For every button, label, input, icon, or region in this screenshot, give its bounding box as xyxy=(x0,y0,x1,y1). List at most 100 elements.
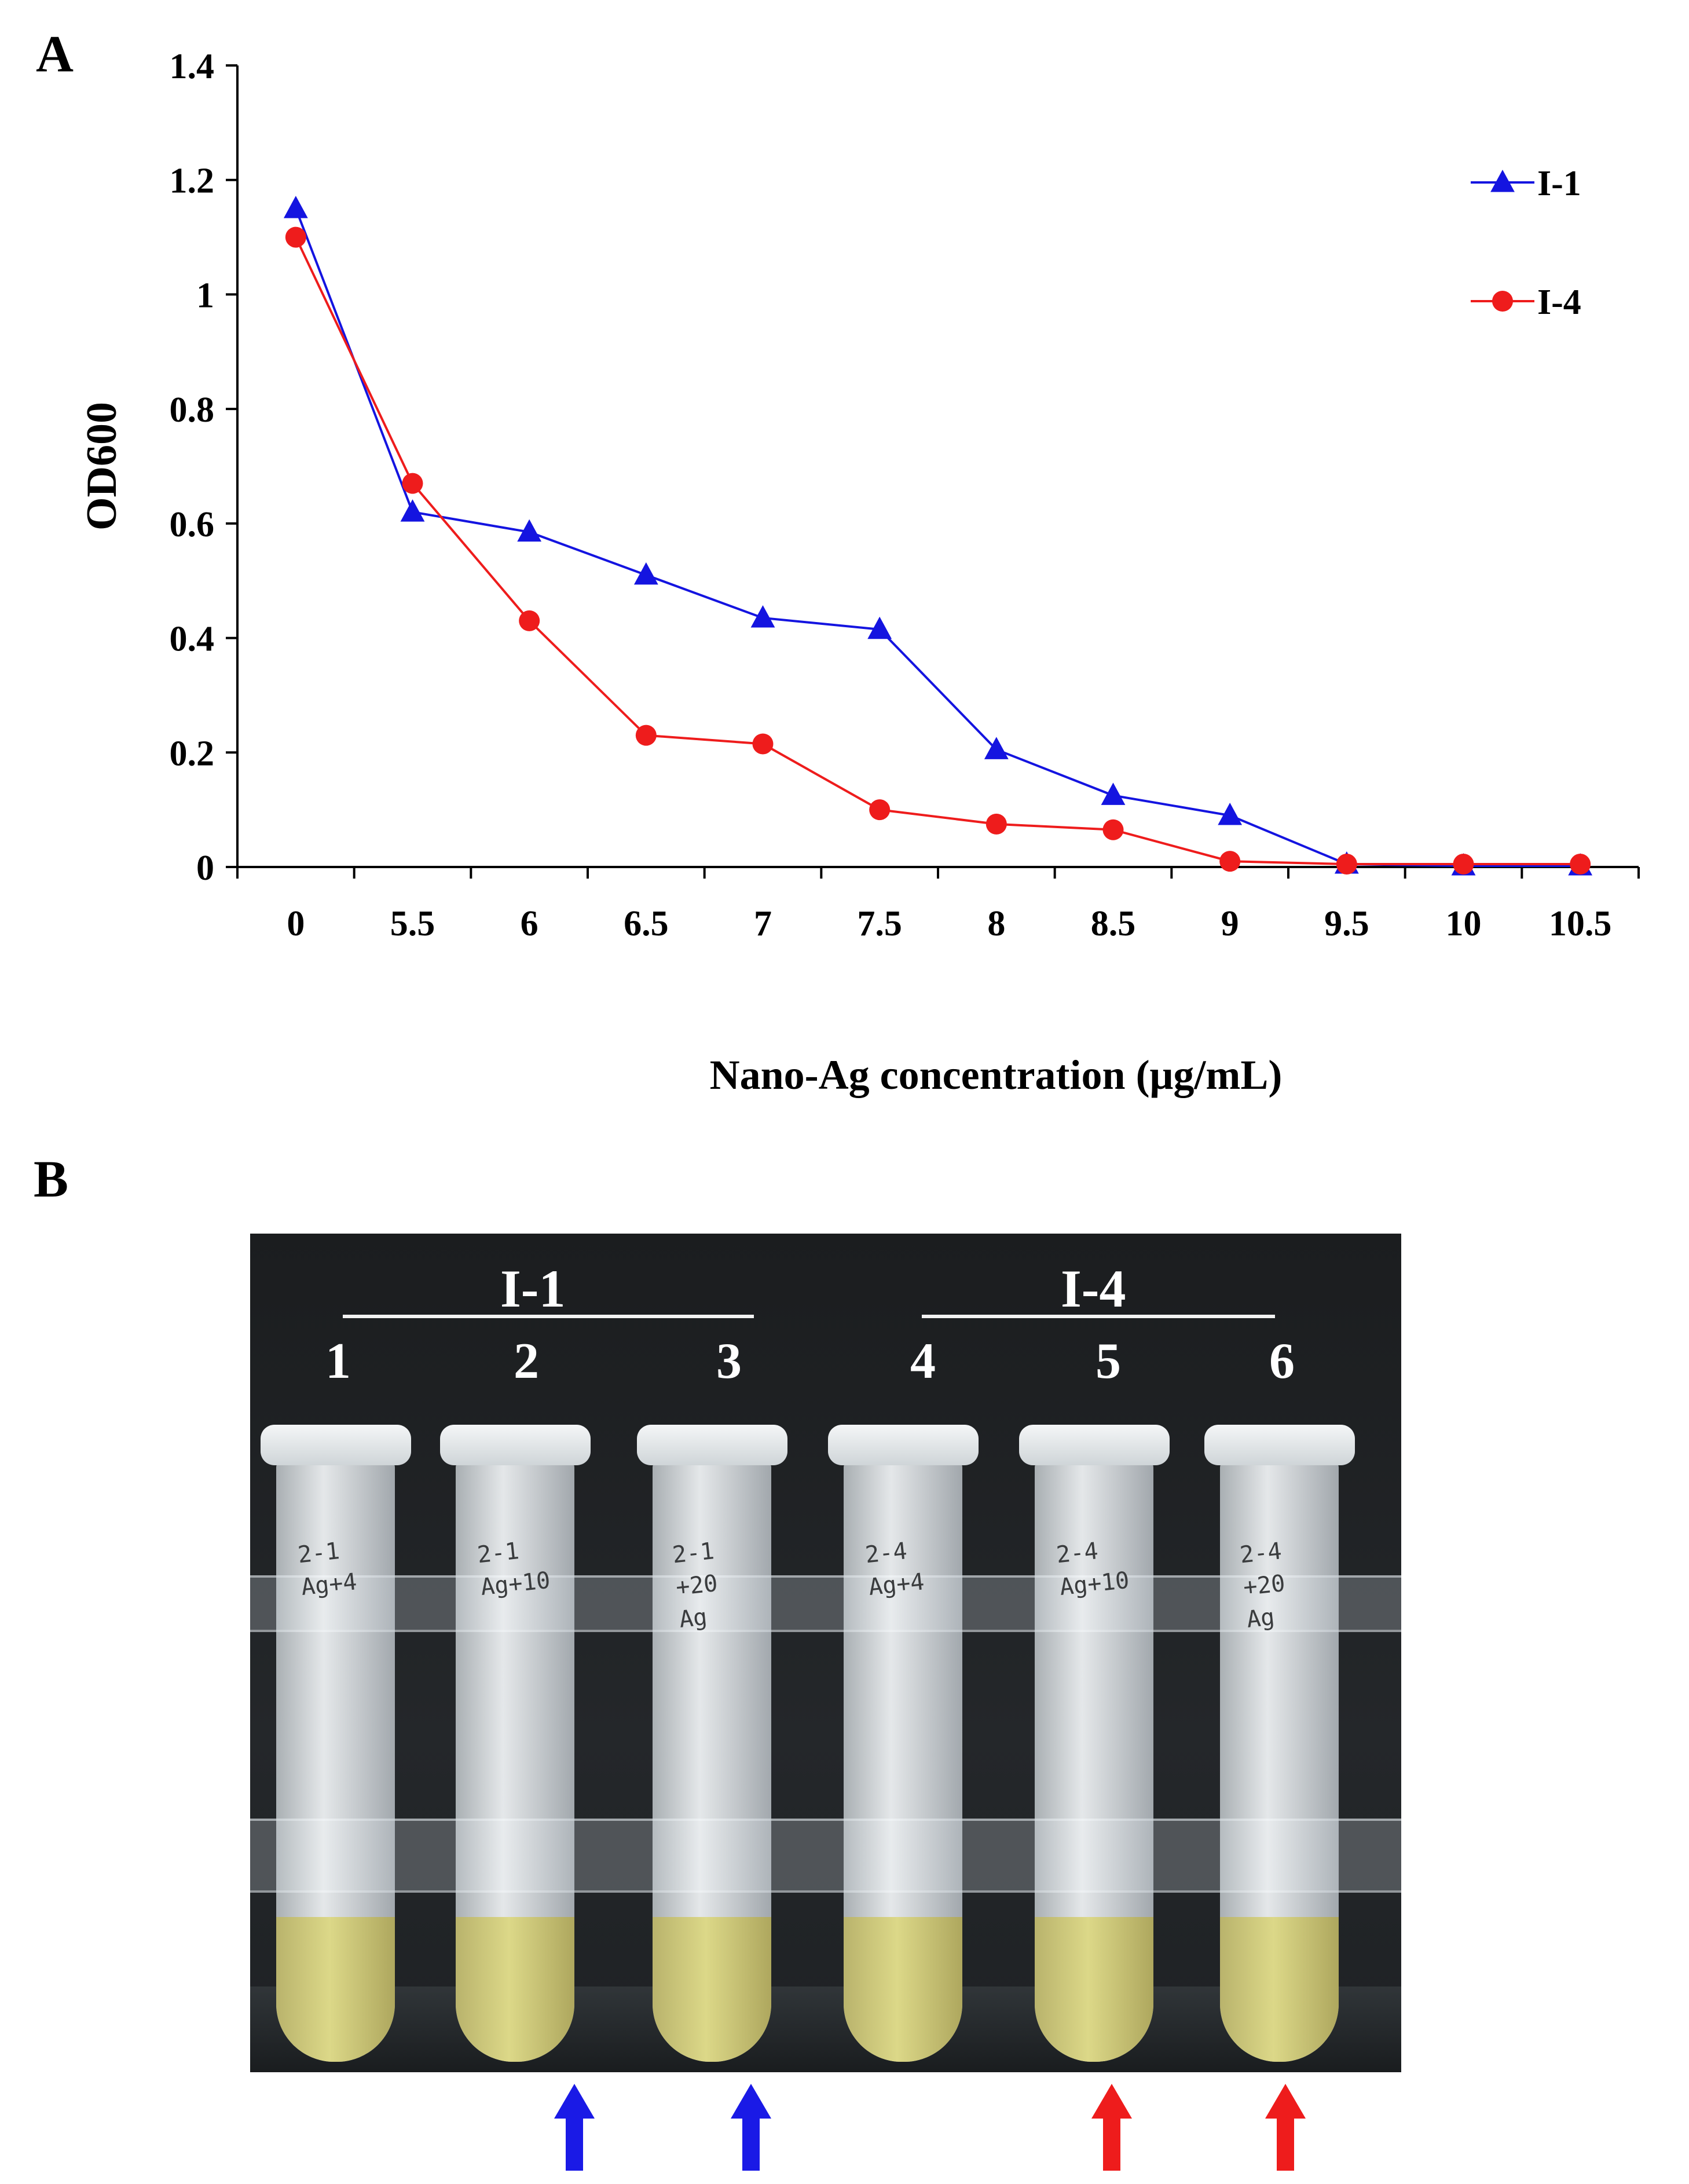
y-tick-label: 0.2 xyxy=(170,734,215,773)
data-point-i-1 xyxy=(1218,803,1243,825)
tube-cap xyxy=(261,1425,411,1465)
data-point-i-4 xyxy=(869,799,891,821)
data-point-i-1 xyxy=(1101,782,1126,805)
tube-1: 2-1 Ag+4 xyxy=(261,1425,411,2068)
legend-label: I-4 xyxy=(1537,283,1581,322)
group-underline-i4 xyxy=(922,1315,1275,1318)
tube-number-5: 5 xyxy=(1096,1333,1121,1389)
data-point-i-4 xyxy=(752,733,774,755)
rack-floor xyxy=(250,1987,1401,2072)
x-tick-label: 7.5 xyxy=(857,904,902,943)
tube-5: 2-4 Ag+10 xyxy=(1019,1425,1170,2068)
tube-number-4: 4 xyxy=(910,1333,936,1389)
chart-axes: 0 0.2 0.4 0.6 0.8 1 1.2 1.4 0 5.5 6 6.5 7 7.5 8 8.5 9 9.5… xyxy=(170,47,1640,943)
arrow-up-icon xyxy=(731,2084,771,2171)
od600-line-chart: 0 0.2 0.4 0.6 0.8 1 1.2 1.4 0 5.5 6 6.5 7 7.5 8 8.5 9 9.5… xyxy=(78,47,1640,1098)
legend-label: I-1 xyxy=(1537,164,1581,203)
y-tick-label: 0.4 xyxy=(170,620,215,659)
group-label-i1: I-1 xyxy=(500,1259,566,1318)
x-tick-label: 5.5 xyxy=(390,904,435,943)
tube-photo: I-1 I-4 1 2 3 4 5 6 2-1 Ag+4 2-1 Ag+10 2… xyxy=(250,1234,1401,2072)
chart-series xyxy=(283,196,1593,876)
tube-6: 2-4 +20 Ag xyxy=(1204,1425,1355,2068)
data-point-i-1 xyxy=(517,519,542,542)
tube-writing: 2-4 Ag+10 xyxy=(1055,1531,1142,1604)
data-point-i-4 xyxy=(985,813,1007,835)
x-tick-label: 0 xyxy=(287,904,305,943)
y-tick-label: 1 xyxy=(196,276,214,315)
tube-number-3: 3 xyxy=(716,1333,742,1389)
tube-cap xyxy=(440,1425,591,1465)
tube-writing: 2-4 +20 Ag xyxy=(1239,1531,1329,1636)
tube-liquid xyxy=(456,1917,574,2062)
panel-label-b: B xyxy=(34,1151,69,1208)
arrow-up-icon xyxy=(1091,2084,1132,2171)
tube-liquid xyxy=(1035,1917,1153,2062)
arrow-up-icon xyxy=(1265,2084,1306,2171)
tube-writing: 2-1 Ag+4 xyxy=(296,1531,384,1604)
tube-cap xyxy=(637,1425,787,1465)
data-point-i-4 xyxy=(1570,854,1591,875)
tube-2: 2-1 Ag+10 xyxy=(440,1425,591,2068)
group-label-i4: I-4 xyxy=(1061,1259,1126,1318)
tube-writing: 2-1 Ag+10 xyxy=(476,1531,563,1604)
y-tick-label: 1.4 xyxy=(170,47,215,86)
tube-writing: 2-4 Ag+4 xyxy=(864,1531,951,1604)
data-point-i-1 xyxy=(633,562,658,585)
data-point-i-4 xyxy=(1102,819,1124,840)
data-point-i-4 xyxy=(1336,854,1357,875)
y-tick-label: 0.8 xyxy=(170,390,215,430)
panel-label-a: A xyxy=(36,25,74,83)
tube-number-2: 2 xyxy=(514,1333,539,1389)
x-tick-label: 8.5 xyxy=(1091,904,1136,943)
data-point-i-1 xyxy=(867,616,892,639)
legend-marker xyxy=(1492,291,1513,312)
data-point-i-1 xyxy=(283,196,308,218)
tube-liquid xyxy=(653,1917,771,2062)
x-tick-label: 10.5 xyxy=(1549,904,1612,943)
y-tick-label: 0 xyxy=(196,848,214,888)
y-tick-label: 1.2 xyxy=(170,162,215,201)
tube-liquid xyxy=(844,1917,962,2062)
group-underline-i1 xyxy=(343,1315,754,1318)
data-point-i-1 xyxy=(400,499,425,522)
data-point-i-4 xyxy=(1219,851,1241,872)
tube-writing: 2-1 +20 Ag xyxy=(671,1531,762,1636)
tube-cap xyxy=(828,1425,979,1465)
arrow-up-icon xyxy=(554,2084,595,2171)
data-point-i-4 xyxy=(285,226,306,248)
x-tick-label: 7 xyxy=(754,904,772,943)
x-tick-label: 9.5 xyxy=(1324,904,1369,943)
tube-cap xyxy=(1204,1425,1355,1465)
tube-cap xyxy=(1019,1425,1170,1465)
data-point-i-4 xyxy=(402,473,423,494)
x-axis-label: Nano-Ag concentration (μg/mL) xyxy=(710,1052,1283,1098)
y-axis-label: OD600 xyxy=(78,402,126,531)
rack-lower-bar xyxy=(250,1819,1401,1893)
arrow-shape xyxy=(554,2084,595,2171)
tube-liquid xyxy=(1220,1917,1339,2062)
legend-marker xyxy=(1490,170,1515,192)
x-tick-label: 6 xyxy=(521,904,538,943)
tube-4: 2-4 Ag+4 xyxy=(828,1425,979,2068)
chart-legend: I-1 I-4 xyxy=(1471,164,1581,322)
y-tick-label: 0.6 xyxy=(170,505,215,544)
tube-liquid xyxy=(276,1917,395,2062)
series-line-i-1 xyxy=(294,208,1581,868)
data-point-i-4 xyxy=(635,725,657,746)
data-point-i-4 xyxy=(519,610,540,631)
data-point-i-1 xyxy=(984,737,1009,759)
tube-3: 2-1 +20 Ag xyxy=(637,1425,787,2068)
data-point-i-1 xyxy=(750,605,775,628)
rack-upper-bar xyxy=(250,1575,1401,1632)
tube-number-1: 1 xyxy=(325,1333,351,1389)
x-tick-label: 9 xyxy=(1221,904,1239,943)
arrow-shape xyxy=(1091,2084,1132,2171)
arrow-shape xyxy=(1265,2084,1306,2171)
x-tick-label: 6.5 xyxy=(624,904,669,943)
arrow-shape xyxy=(731,2084,771,2171)
x-tick-label: 8 xyxy=(987,904,1005,943)
data-point-i-4 xyxy=(1453,854,1474,875)
tube-number-6: 6 xyxy=(1269,1333,1295,1389)
series-line-i-4 xyxy=(295,236,1581,866)
